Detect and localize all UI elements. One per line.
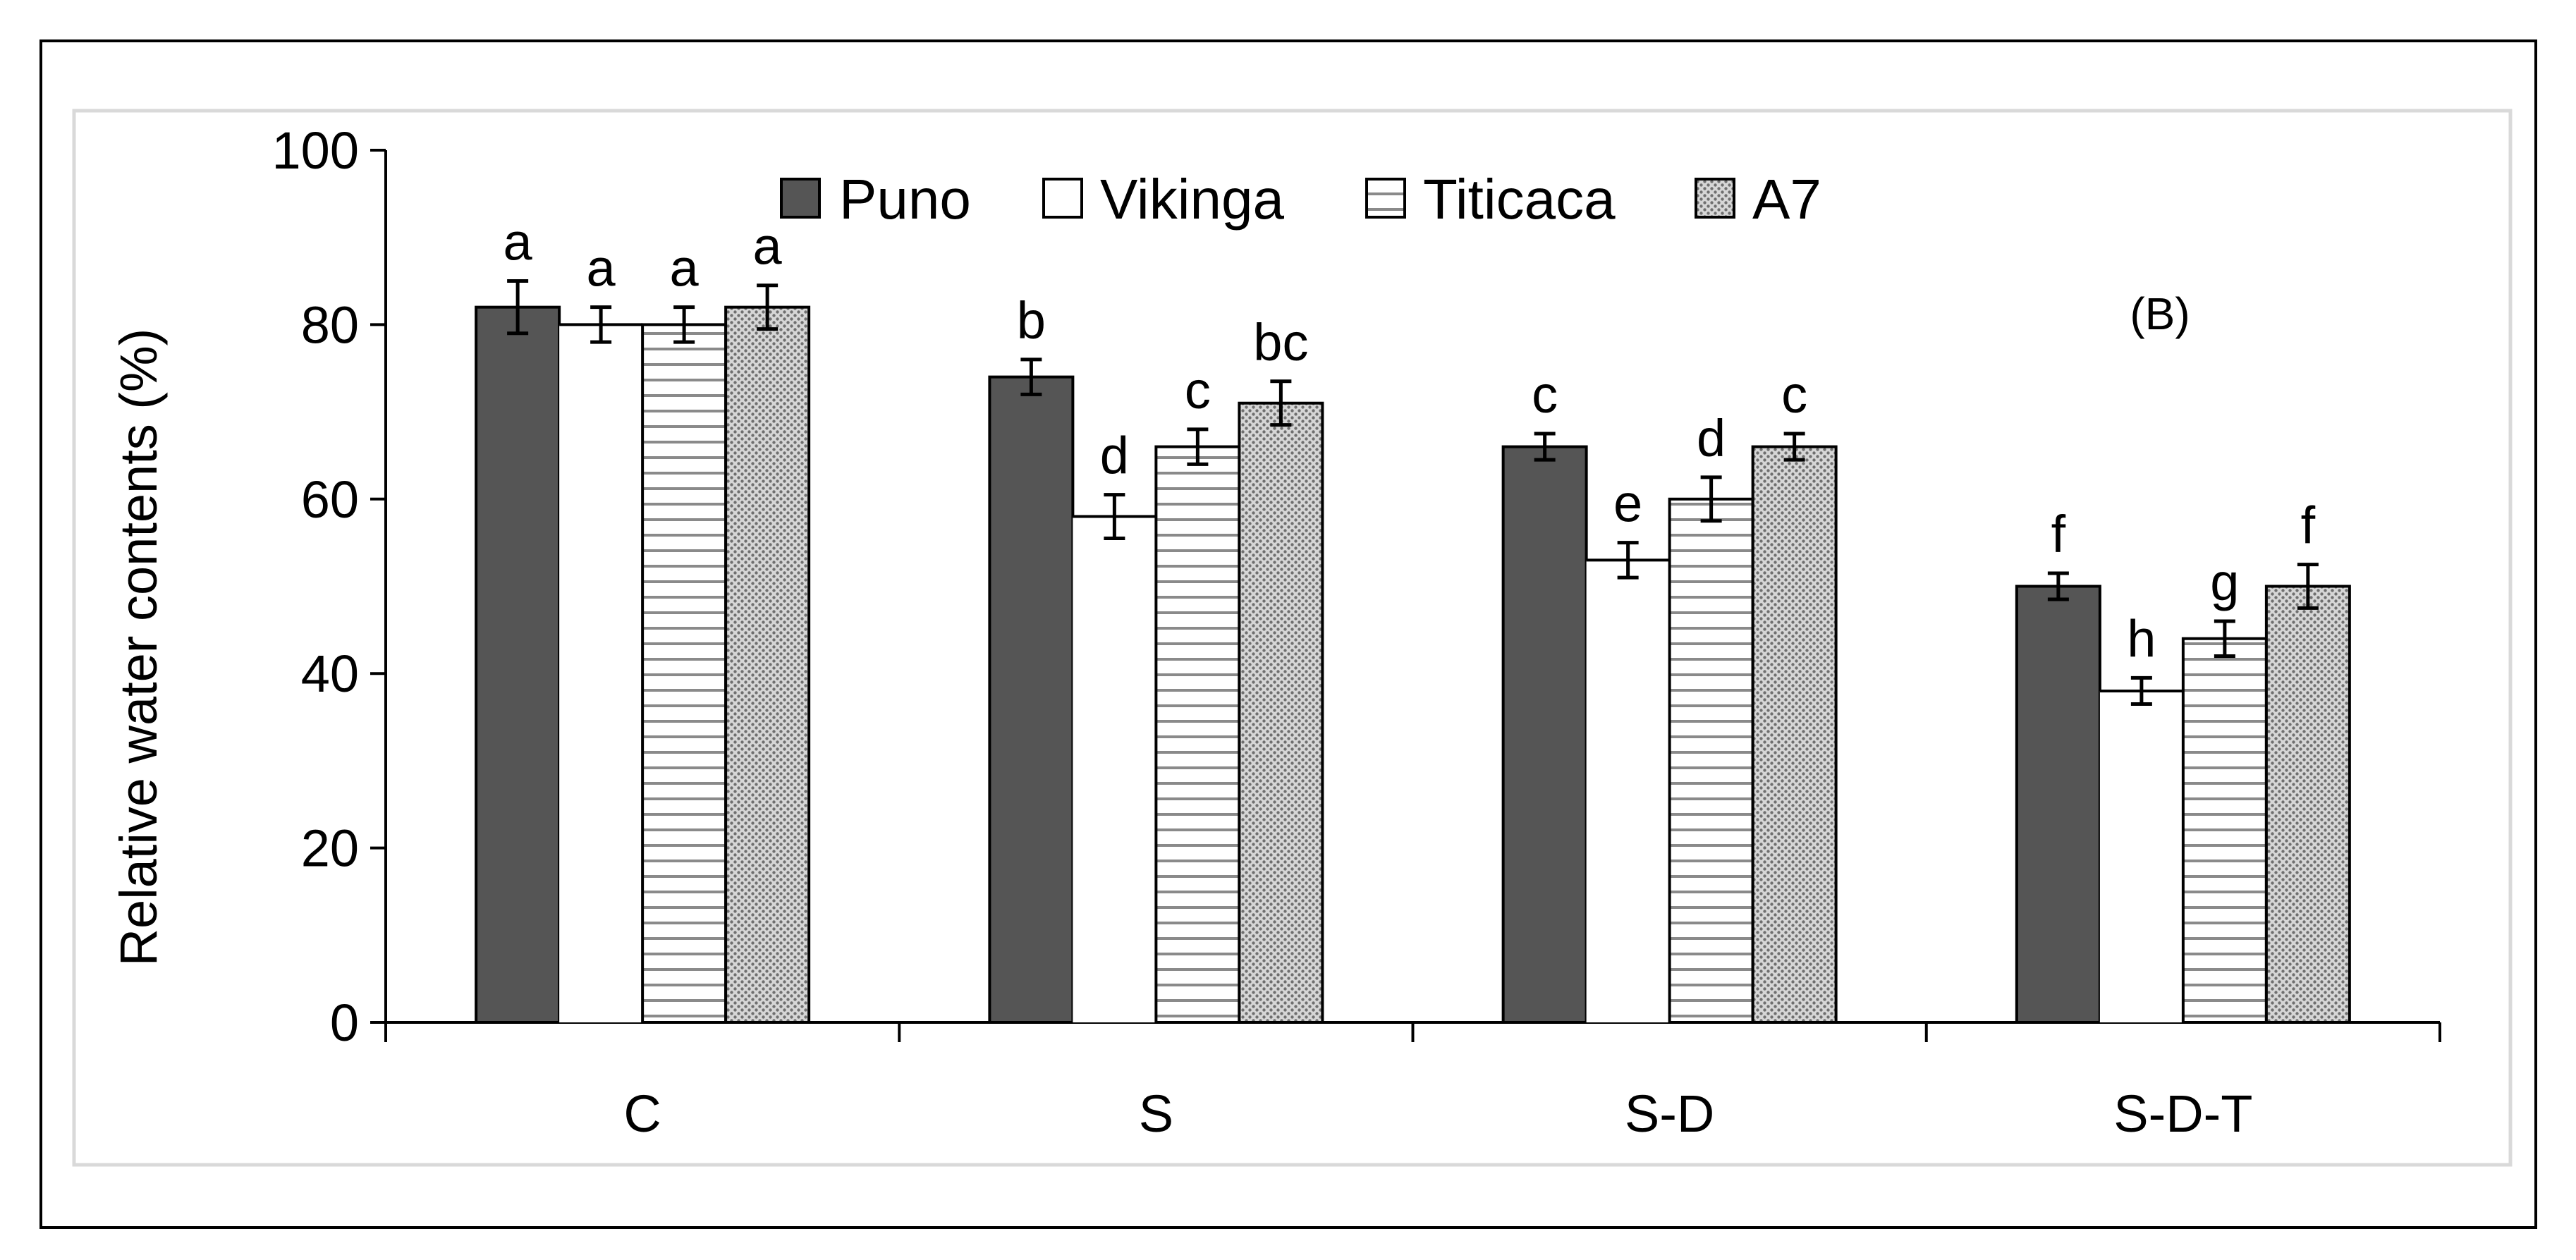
bar [1586,560,1670,1022]
bar [988,375,1075,1024]
y-tick-label: 20 [301,819,359,878]
bar [2264,585,2351,1024]
significance-label: b [1017,291,1046,350]
bar [1501,445,1588,1024]
legend: Puno Vikinga Titicaca A7 [780,168,1821,231]
x-category-label: C [623,1084,661,1143]
bar [1154,445,1241,1024]
legend-label-vikinga: Vikinga [1100,168,1284,231]
bar [1238,401,1324,1024]
significance-label: g [2210,553,2239,611]
significance-label: a [753,217,783,276]
significance-label: e [1613,475,1642,533]
significance-label: a [587,239,616,298]
legend-swatch-vikinga [1042,178,1083,219]
x-category-label: S-D [1625,1084,1714,1143]
chart-area-border [72,109,2513,1167]
bar [559,324,643,1022]
bar [2099,690,2183,1022]
significance-label: bc [1253,313,1308,372]
y-tick-label: 0 [330,993,359,1052]
significance-label: c [1185,361,1211,420]
legend-label-puno: Puno [839,168,971,231]
significance-label: f [2051,505,2066,563]
bar [641,323,728,1024]
significance-label: c [1781,365,1807,424]
bar [475,305,561,1024]
significance-label: f [2301,496,2316,555]
y-tick-label: 100 [272,121,359,180]
bar [2015,585,2101,1024]
bar [724,305,811,1024]
legend-label-a7: A7 [1752,168,1821,231]
significance-label: h [2127,609,2156,668]
bar [1668,497,1754,1024]
y-tick-label: 40 [301,644,359,703]
x-category-label: S-D-T [2113,1084,2252,1143]
bar [1751,445,1838,1024]
legend-swatch-a7 [1695,178,1735,219]
y-tick-label: 80 [301,295,359,354]
bar [2181,637,2268,1024]
legend-swatch-puno [780,178,821,219]
y-axis: 0 20 40 60 80 100 [272,121,387,1052]
bar [1073,516,1156,1022]
significance-label: a [670,239,700,298]
x-category-label: S [1139,1084,1173,1143]
y-tick-label: 60 [301,470,359,529]
significance-label: d [1697,409,1726,467]
significance-label: a [503,213,533,271]
y-axis-title: Relative water contents (%) [109,329,168,967]
legend-swatch-titicaca [1365,178,1406,219]
panel-label: (B) [2130,288,2190,339]
significance-label: d [1100,427,1129,485]
legend-label-titicaca: Titicaca [1423,168,1616,231]
significance-label: c [1532,365,1558,424]
